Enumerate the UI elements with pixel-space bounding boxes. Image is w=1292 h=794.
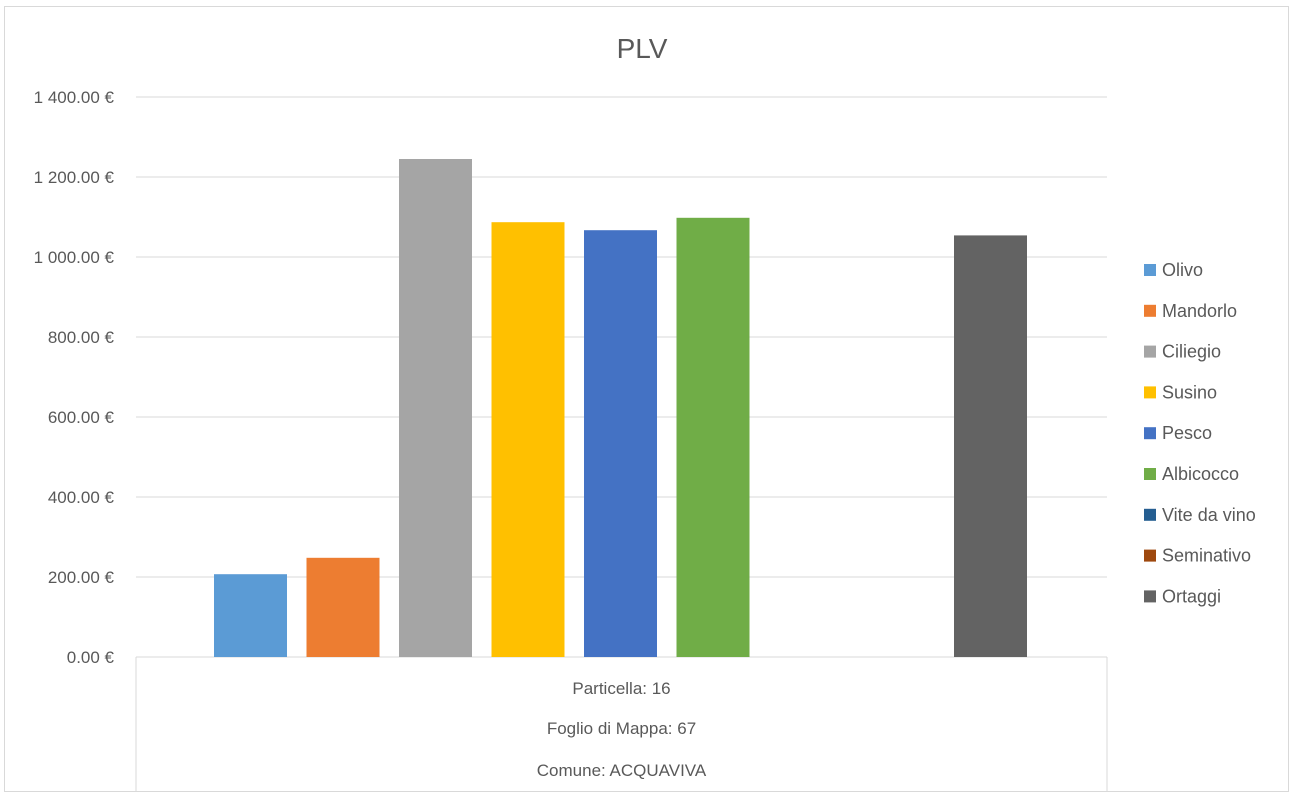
legend-swatch [1144,345,1156,358]
category-label: Foglio di Mappa: 67 [547,719,696,738]
y-tick-label: 1 400.00 € [34,88,115,107]
legend-item: Ciliegio [1144,342,1221,362]
y-tick-label: 200.00 € [48,568,115,587]
category-label: Comune: ACQUAVIVA [537,761,707,780]
legend-swatch [1144,590,1156,603]
y-tick-label: 800.00 € [48,328,115,347]
legend-swatch [1144,549,1156,562]
bar-pesco [584,230,657,657]
legend-item: Olivo [1144,260,1203,280]
bar-mandorlo [306,557,380,657]
bar-albicocco [676,217,750,658]
legend-item: Pesco [1144,423,1212,443]
legend-swatch [1144,508,1156,521]
y-tick-label: 1 200.00 € [34,168,115,187]
legend-item: Seminativo [1144,546,1251,566]
legend-swatch [1144,304,1156,317]
legend-label: Mandorlo [1162,301,1237,321]
category-labels: Particella: 16 Foglio di Mappa: 67 Comune:… [537,679,707,780]
legend: Olivo Mandorlo Ciliegio Susino Pesco Albicocc… [1144,260,1256,606]
legend-label: Vite da vino [1162,505,1256,525]
y-axis-tick-labels: 0.00 € 200.00 € 400.00 € 600.00 € 800.00 € 1 … [34,88,115,667]
bar-ortaggi [954,235,1027,657]
legend-item: Mandorlo [1144,301,1237,321]
legend-label: Susino [1162,382,1217,402]
legend-swatch [1144,468,1156,480]
y-tick-label: 600.00 € [48,408,115,427]
chart-title: PLV [617,33,668,64]
legend-swatch [1144,264,1156,276]
bar-susino [491,222,565,657]
legend-item: Vite da vino [1144,505,1256,525]
legend-swatch [1144,427,1156,440]
legend-item: Albicocco [1144,464,1239,484]
legend-label: Olivo [1162,260,1203,280]
legend-item: Susino [1144,382,1217,402]
bars [214,159,1027,658]
category-label: Particella: 16 [572,679,670,698]
y-tick-label: 1 000.00 € [34,248,115,267]
legend-label: Pesco [1162,423,1212,443]
legend-item: Ortaggi [1144,586,1221,606]
legend-swatch [1144,386,1156,399]
legend-label: Albicocco [1162,464,1239,484]
legend-label: Ortaggi [1162,586,1221,606]
bar-olivo [214,574,287,657]
bar-ciliegio [399,159,472,657]
y-tick-label: 0.00 € [67,648,115,667]
legend-label: Seminativo [1162,546,1251,566]
legend-label: Ciliegio [1162,342,1221,362]
y-tick-label: 400.00 € [48,488,115,507]
